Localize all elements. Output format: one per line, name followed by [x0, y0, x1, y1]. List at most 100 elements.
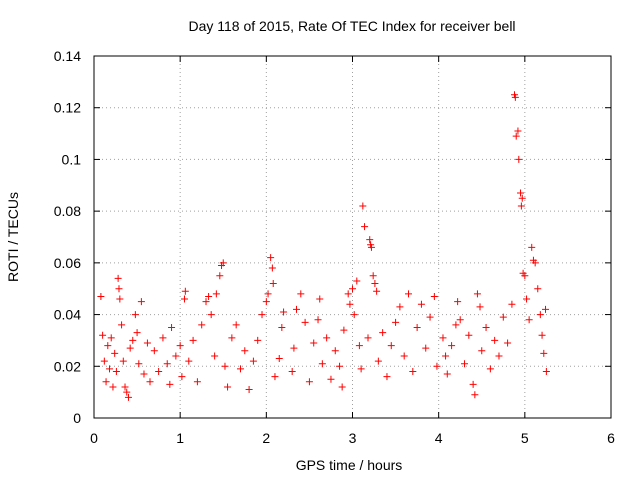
x-tick-label: 6 — [607, 430, 615, 446]
x-tick-label: 4 — [435, 430, 443, 446]
data-point — [413, 324, 421, 331]
y-tick-label: 0.04 — [54, 307, 81, 323]
data-point — [166, 380, 174, 388]
data-point — [331, 347, 339, 355]
data-point — [100, 357, 108, 365]
data-point — [292, 305, 300, 313]
data-point — [340, 326, 348, 334]
data-point — [383, 373, 391, 381]
data-point — [207, 311, 215, 319]
data-point — [350, 311, 358, 319]
data-point — [124, 393, 132, 401]
data-point — [536, 311, 544, 319]
data-point — [119, 357, 127, 365]
y-tick-label: 0.06 — [54, 255, 81, 271]
data-point — [361, 223, 369, 231]
data-point — [271, 373, 279, 381]
data-point — [371, 280, 379, 288]
data-point — [478, 347, 486, 355]
data-point — [205, 292, 213, 300]
data-point — [511, 93, 519, 101]
data-point — [216, 272, 224, 280]
data-points — [97, 91, 550, 401]
y-axis-tick-labels: 0 0.02 0.04 0.06 0.08 0.1 0.12 0.14 — [54, 48, 81, 426]
data-point — [168, 324, 176, 331]
data-point — [301, 318, 309, 326]
data-point — [314, 316, 322, 324]
data-point — [379, 329, 387, 337]
data-point — [126, 344, 134, 352]
data-point — [482, 324, 490, 331]
y-tick-label: 0.14 — [54, 48, 81, 64]
y-tick-label: 0.08 — [54, 203, 81, 219]
data-point — [219, 259, 227, 267]
data-point — [264, 290, 272, 298]
data-point — [202, 298, 210, 306]
data-point — [111, 349, 119, 357]
y-tick-label: 0 — [73, 410, 81, 426]
data-point — [258, 311, 266, 319]
data-point — [262, 298, 270, 306]
data-point — [211, 352, 219, 360]
data-point — [267, 254, 275, 262]
data-point — [112, 367, 120, 375]
data-point — [181, 287, 189, 295]
data-point — [193, 378, 201, 386]
data-point — [327, 375, 335, 383]
data-point — [115, 285, 123, 293]
data-point — [129, 336, 137, 344]
data-point — [443, 370, 451, 378]
data-point — [528, 243, 536, 251]
x-axis-tick-labels: 0 1 2 3 4 5 6 — [90, 430, 615, 446]
chart-title: Day 118 of 2015, Rate Of TEC Index for r… — [188, 18, 515, 34]
data-point — [452, 321, 460, 329]
data-point — [310, 339, 318, 347]
data-point — [518, 194, 526, 202]
data-point — [373, 287, 381, 295]
data-point — [366, 236, 374, 244]
data-point — [499, 313, 507, 321]
data-point — [99, 331, 107, 339]
data-point — [97, 292, 105, 300]
data-point — [268, 264, 276, 272]
data-point — [359, 202, 367, 210]
data-point — [288, 367, 296, 375]
data-point — [107, 334, 115, 342]
data-point — [228, 334, 236, 342]
data-point — [367, 243, 375, 251]
data-point — [338, 383, 346, 391]
data-point — [137, 298, 145, 306]
y-axis-label: ROTI / TECUs — [5, 192, 21, 282]
data-point — [104, 342, 112, 350]
data-point — [221, 362, 229, 370]
data-point — [116, 295, 124, 303]
data-point — [269, 280, 277, 288]
data-point — [131, 311, 139, 319]
data-point — [159, 334, 167, 342]
x-tick-label: 5 — [521, 430, 529, 446]
data-point — [140, 370, 148, 378]
data-point — [540, 349, 548, 357]
data-point — [523, 295, 531, 303]
data-point — [123, 388, 131, 396]
data-point — [275, 355, 283, 363]
data-point — [508, 300, 516, 308]
data-point — [512, 132, 520, 140]
x-tick-label: 2 — [262, 430, 270, 446]
data-point — [180, 295, 188, 303]
data-point — [517, 189, 525, 197]
data-point — [146, 378, 154, 386]
data-point — [290, 344, 298, 352]
data-point — [150, 347, 158, 355]
data-point — [454, 298, 462, 306]
data-point — [471, 391, 479, 399]
data-point — [542, 305, 550, 313]
data-point — [133, 329, 141, 337]
data-point — [346, 300, 354, 308]
data-point — [336, 362, 344, 370]
x-tick-label: 3 — [349, 430, 357, 446]
data-point — [349, 285, 356, 293]
data-point — [118, 321, 126, 329]
data-point — [439, 334, 447, 342]
data-point — [143, 339, 151, 347]
